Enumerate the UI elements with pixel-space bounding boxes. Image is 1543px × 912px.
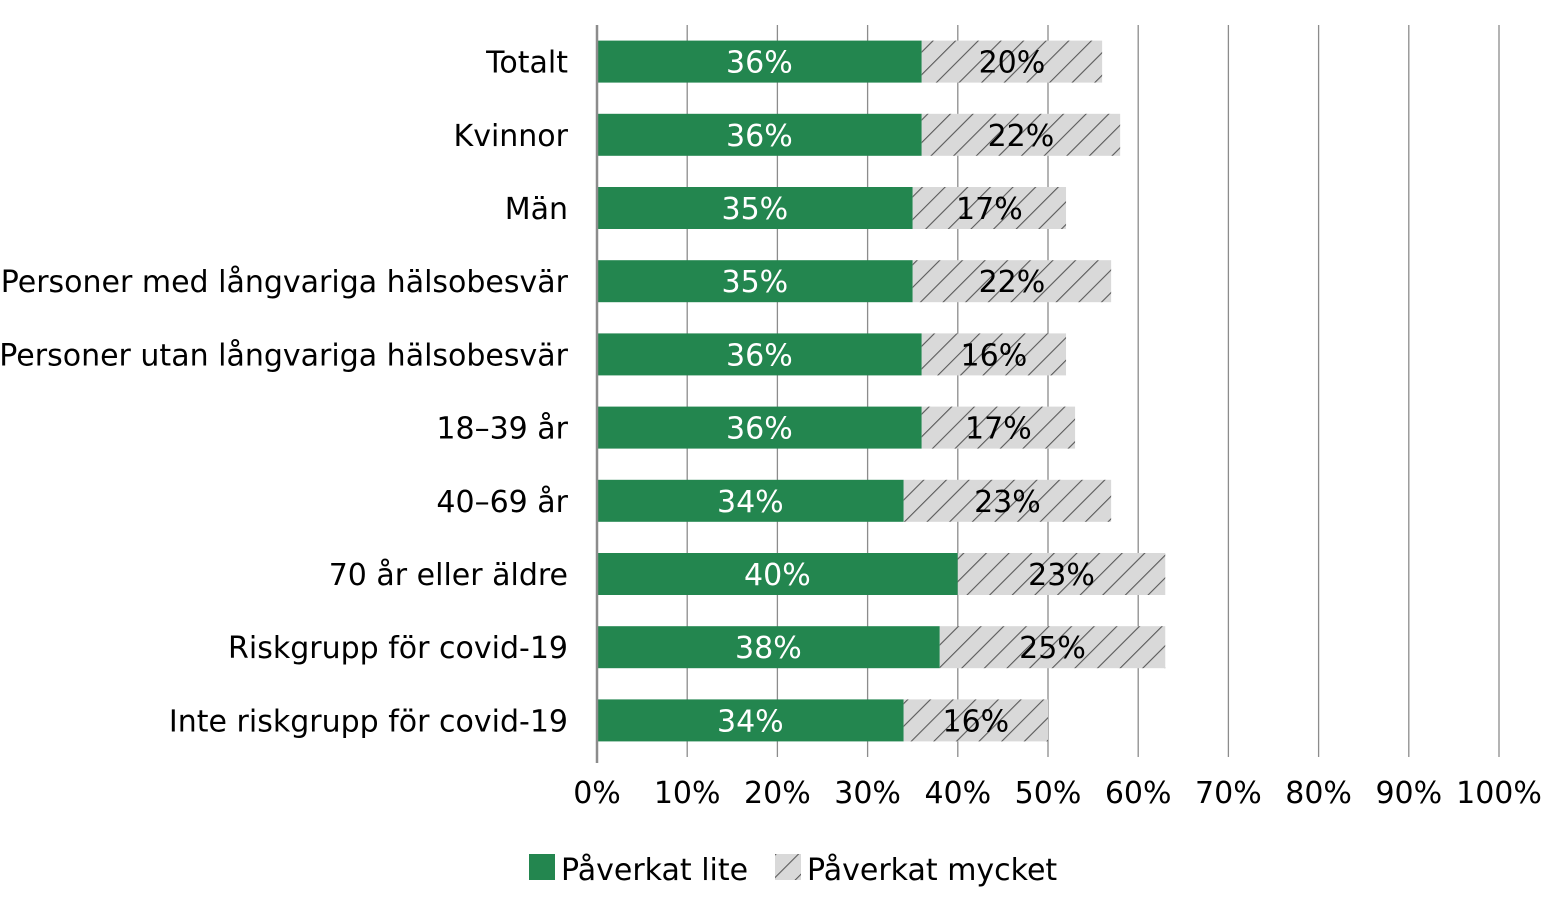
bar-paverkat-lite	[597, 40, 922, 83]
x-tick-label: 20%	[744, 776, 811, 811]
bar-paverkat-lite	[597, 333, 922, 376]
data-label-paverkat-mycket: 20%	[979, 46, 1046, 81]
data-label-paverkat-mycket: 22%	[988, 119, 1055, 154]
data-label-paverkat-lite: 35%	[722, 192, 789, 227]
bar-paverkat-mycket	[912, 260, 1112, 303]
data-label-paverkat-mycket: 16%	[961, 338, 1028, 373]
bar-paverkat-mycket	[912, 187, 1067, 229]
data-label-paverkat-lite: 36%	[726, 46, 793, 81]
category-label: 18–39 år	[436, 412, 568, 447]
x-tick-label: 100%	[1456, 776, 1542, 811]
x-tick-label: 80%	[1285, 776, 1352, 811]
data-label-paverkat-mycket: 23%	[1028, 558, 1095, 593]
data-label-paverkat-lite: 38%	[735, 631, 802, 666]
data-label-paverkat-mycket: 25%	[1019, 631, 1086, 666]
data-label-paverkat-lite: 34%	[717, 704, 784, 739]
x-axis-ticks: 0% 10% 20% 30% 40% 50% 60% 70% 80% 90% 100%	[573, 776, 1542, 811]
x-tick-label: 70%	[1195, 776, 1262, 811]
category-label: Män	[505, 192, 568, 227]
legend-swatch-paverkat-lite	[529, 854, 555, 880]
data-label-paverkat-mycket: 17%	[965, 412, 1032, 447]
data-labels: 36% 20% 36% 22% 35% 17% 35% 22% 36% 16% 36% 17% 34% 2…	[717, 46, 1095, 740]
legend-label-paverkat-lite: Påverkat lite	[561, 853, 748, 888]
bar-paverkat-mycket	[903, 699, 1048, 742]
bar-paverkat-mycket	[903, 479, 1112, 522]
category-label: Riskgrupp för covid-19	[228, 631, 568, 666]
bar-paverkat-mycket	[921, 40, 1103, 83]
bar-paverkat-mycket	[921, 113, 1121, 156]
bar-paverkat-lite	[597, 260, 913, 303]
data-label-paverkat-mycket: 23%	[974, 485, 1041, 520]
x-tick-label: 30%	[834, 776, 901, 811]
category-label: Inte riskgrupp för covid-19	[169, 704, 568, 739]
x-tick-label: 0%	[573, 776, 621, 811]
category-label: 40–69 år	[436, 485, 568, 520]
x-tick-label: 60%	[1105, 776, 1172, 811]
bar-paverkat-mycket	[921, 406, 1076, 449]
category-label: Personer utan långvariga hälsobesvär	[0, 338, 569, 373]
bar-paverkat-mycket	[921, 333, 1067, 376]
data-label-paverkat-lite: 36%	[726, 338, 793, 373]
bar-paverkat-lite	[597, 113, 922, 156]
category-label: Personer med långvariga hälsobesvär	[1, 265, 569, 300]
x-tick-label: 50%	[1015, 776, 1082, 811]
bar-paverkat-lite	[597, 406, 922, 449]
data-label-paverkat-lite: 36%	[726, 119, 793, 154]
bars	[597, 40, 1166, 742]
bar-paverkat-mycket	[957, 553, 1166, 595]
x-tick-label: 90%	[1375, 776, 1442, 811]
category-label: 70 år eller äldre	[329, 558, 568, 593]
legend: Påverkat lite Påverkat mycket	[529, 853, 1057, 888]
data-label-paverkat-lite: 36%	[726, 412, 793, 447]
category-label: Kvinnor	[454, 119, 569, 154]
bar-paverkat-lite	[597, 479, 904, 522]
data-label-paverkat-mycket: 17%	[956, 192, 1023, 227]
data-label-paverkat-lite: 35%	[722, 265, 789, 300]
x-tick-label: 40%	[924, 776, 991, 811]
legend-label-paverkat-mycket: Påverkat mycket	[807, 853, 1057, 888]
bar-paverkat-lite	[597, 699, 904, 742]
category-labels: Totalt Kvinnor Män Personer med långvariga …	[0, 46, 569, 740]
category-label: Totalt	[485, 46, 568, 81]
data-label-paverkat-lite: 40%	[744, 558, 811, 593]
legend-swatch-paverkat-mycket	[775, 854, 801, 880]
x-tick-label: 10%	[654, 776, 721, 811]
data-label-paverkat-mycket: 22%	[979, 265, 1046, 300]
bar-paverkat-lite	[597, 187, 913, 229]
bar-paverkat-mycket	[939, 626, 1166, 669]
data-label-paverkat-lite: 34%	[717, 485, 784, 520]
bar-paverkat-lite	[597, 626, 940, 669]
data-label-paverkat-mycket: 16%	[942, 704, 1009, 739]
bar-paverkat-lite	[597, 553, 958, 595]
